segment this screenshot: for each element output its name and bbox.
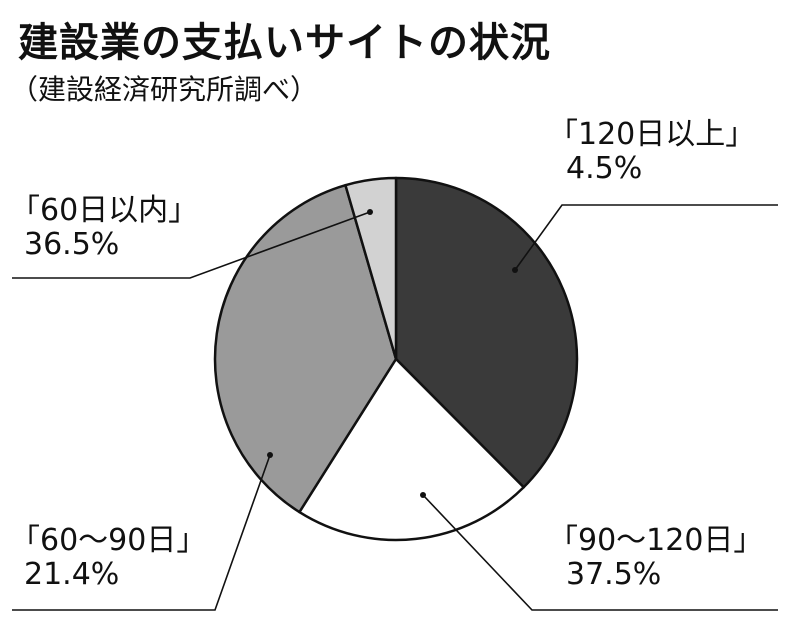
slice-90-120-days [394,176,579,489]
leader-dot [367,209,373,215]
slice-over-120-days [344,176,398,361]
leader-dot [512,267,518,273]
leader-line-90-120-days [422,494,778,611]
leader-line-within-60-days [12,211,371,279]
slice-value-label: 37.5% [566,557,662,592]
label-over-120-days: 「120日以上」 4.5% [548,118,755,186]
slice-value-label: 4.5% [566,151,643,186]
slice-label: 「120日以上」 [548,117,756,152]
leader-line-over-120-days [514,204,778,271]
slice-value-label: 21.4% [24,557,120,592]
leader-line-60-90-days [12,454,271,611]
pie-slices [213,176,579,542]
chart-title: 建設業の支払いサイトの状況 [18,20,551,66]
slice-60-90-days [298,357,525,542]
leader-dot [267,452,273,458]
chart-subtitle: （建設経済研究所調べ） [10,73,319,106]
leader-lines [12,204,778,611]
label-90-120-days: 「90〜120日」 37.5% [548,524,763,592]
slice-label: 「90〜120日」 [548,523,764,558]
slice-within-60-days [213,183,398,514]
label-within-60-days: 「60日以内」 36.5% [10,194,198,262]
slice-label: 「60日以内」 [10,193,199,228]
slice-label: 「60〜90日」 [10,523,207,558]
slice-value-label: 36.5% [24,227,120,262]
leader-dot [420,492,426,498]
label-60-90-days: 「60〜90日」 21.4% [10,524,206,592]
